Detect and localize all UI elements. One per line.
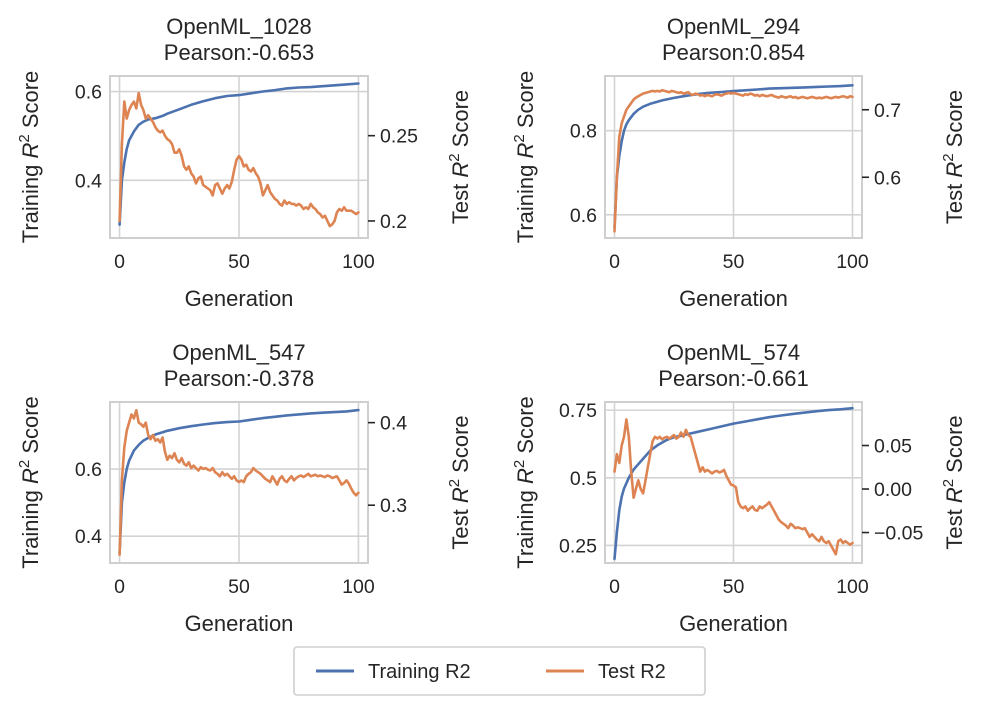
y2-tick-label: 0.2: [380, 211, 407, 233]
x-tick-label: 100: [836, 251, 869, 273]
x-tick-label: 0: [114, 576, 125, 598]
y-axis-label: Training R2 Score: [16, 396, 43, 569]
y2-axis-label: Test R2 Score: [940, 90, 967, 224]
x-axis-label: Generation: [679, 286, 788, 311]
x-axis-label: Generation: [185, 286, 294, 311]
y2-tick-label: 0.7: [874, 100, 901, 122]
x-tick-label: 50: [723, 251, 745, 273]
chart-subtitle: Pearson:-0.653: [164, 40, 314, 65]
subplot-1: 0 50 100 0.4 0.6 0.2 0.25 OpenML_1028Pearson:-0…: [16, 14, 473, 311]
y-tick-label: 0.75: [559, 400, 597, 422]
x-tick-label: 0: [609, 251, 620, 273]
x-tick-label: 0: [114, 251, 125, 273]
y-axis-label: Training R2 Score: [511, 396, 538, 569]
subplot-4: 0 50 100 0.25 0.5 0.75 −0.05 0.00 0.05 OpenML_574…: [511, 340, 967, 636]
x-tick-label: 100: [342, 576, 375, 598]
training-r2-line: [118, 82, 360, 226]
chart-subtitle: Pearson:-0.378: [164, 366, 314, 391]
y2-tick-label: 0.3: [380, 495, 407, 517]
y-tick-label: 0.4: [75, 526, 102, 548]
plot-frame: [604, 75, 863, 239]
x-axis-label: Generation: [679, 611, 788, 636]
test-r2-line: [613, 418, 854, 556]
y2-tick-label: 0.4: [380, 413, 407, 435]
y2-tick-label: −0.05: [874, 523, 923, 545]
y2-tick-label: 0.6: [874, 167, 901, 189]
y-tick-label: 0.6: [75, 459, 102, 481]
test-r2-line: [613, 88, 854, 233]
y-tick-label: 0.4: [75, 170, 102, 192]
chart-title: OpenML_1028: [166, 14, 312, 39]
y-axis-label: Training R2 Score: [16, 71, 43, 244]
legend-label: Training R2: [368, 661, 471, 683]
y-tick-label: 0.5: [570, 468, 597, 490]
legend-label: Test R2: [598, 661, 666, 683]
chart-title: OpenML_294: [667, 14, 800, 39]
x-tick-label: 100: [836, 576, 869, 598]
test-r2-line: [118, 91, 360, 228]
y2-tick-label: 0.05: [874, 436, 912, 458]
plot-frame: [109, 75, 369, 239]
training-r2-line: [118, 408, 360, 555]
y-tick-label: 0.6: [570, 205, 597, 227]
subplot-2: 0 50 100 0.6 0.8 0.6 0.7 OpenML_294Pearson:0.85…: [511, 14, 967, 311]
test-r2-line: [118, 408, 360, 557]
y-tick-label: 0.8: [570, 121, 597, 143]
y-tick-label: 0.25: [559, 535, 597, 557]
training-r2-line: [613, 84, 854, 229]
chart-subtitle: Pearson:-0.661: [658, 366, 808, 391]
y2-tick-label: 0.25: [380, 126, 418, 148]
legend: Training R2 Test R2: [293, 646, 706, 696]
chart-title: OpenML_547: [172, 340, 305, 365]
y-axis-label: Training R2 Score: [511, 71, 538, 244]
x-axis-label: Generation: [185, 611, 294, 636]
plot-frame: [109, 401, 369, 564]
x-tick-label: 100: [342, 251, 375, 273]
plot-frame: [604, 401, 863, 564]
x-tick-label: 50: [228, 576, 250, 598]
x-tick-label: 0: [609, 576, 620, 598]
y2-tick-label: 0.00: [874, 479, 912, 501]
legend-box: [293, 646, 706, 696]
chart-subtitle: Pearson:0.854: [662, 40, 805, 65]
y2-axis-label: Test R2 Score: [446, 90, 473, 224]
chart-title: OpenML_574: [667, 340, 800, 365]
x-tick-label: 50: [723, 576, 745, 598]
y2-axis-label: Test R2 Score: [446, 415, 473, 549]
subplot-3: 0 50 100 0.4 0.6 0.3 0.4 OpenML_547Pearson:-0.3…: [16, 340, 473, 636]
y2-axis-label: Test R2 Score: [940, 415, 967, 549]
y-tick-label: 0.6: [75, 82, 102, 104]
x-tick-label: 50: [228, 251, 250, 273]
